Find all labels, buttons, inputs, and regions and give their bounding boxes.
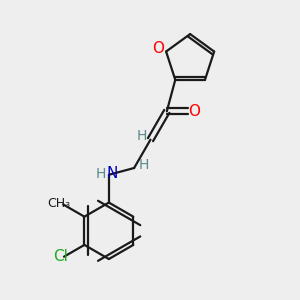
Text: N: N [106, 167, 118, 182]
Text: H: H [138, 158, 149, 172]
Text: H: H [95, 167, 106, 181]
Text: O: O [189, 104, 201, 119]
Text: O: O [152, 41, 164, 56]
Text: H: H [136, 129, 147, 143]
Text: CH₃: CH₃ [47, 197, 70, 210]
Text: Cl: Cl [53, 249, 68, 264]
